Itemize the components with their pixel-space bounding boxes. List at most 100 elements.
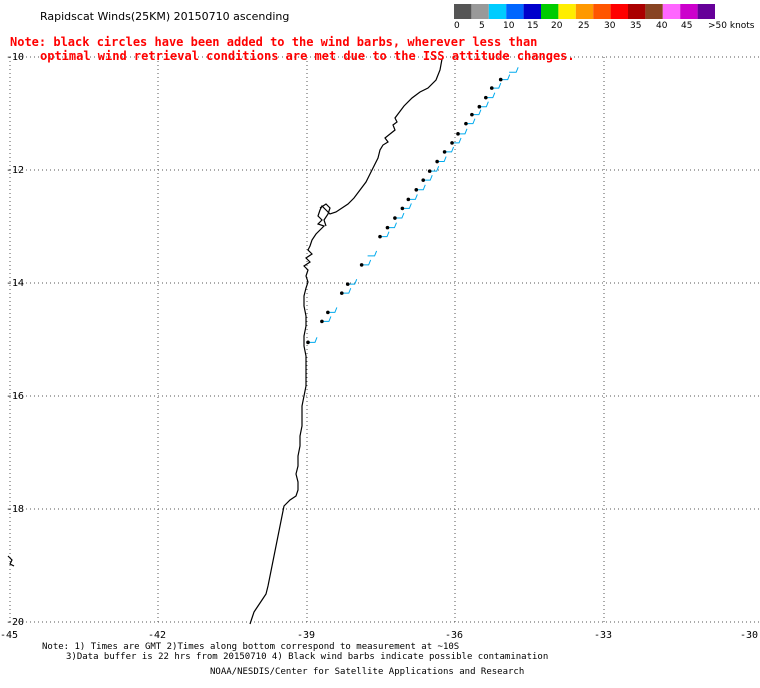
wind-barb (477, 101, 489, 109)
quality-flag-dot (378, 234, 382, 239)
lon-label-42: -42 (148, 630, 166, 641)
colorbar-swatch (697, 4, 715, 19)
lat-lon-grid (10, 56, 760, 622)
wind-barb (484, 92, 496, 100)
colorbar-swatch (593, 4, 611, 19)
coastline-inlet (319, 203, 331, 227)
wind-barb (345, 278, 358, 286)
colorbar-swatch (610, 4, 628, 19)
quality-flag-dot (421, 178, 426, 182)
wind-barb (367, 250, 378, 257)
colorbar-label: 25 (578, 21, 590, 31)
footer-note-2: 3)Data buffer is 22 hrs from 20150710 4)… (66, 652, 549, 662)
colorbar-swatch (645, 4, 663, 19)
wind-barb (378, 231, 390, 239)
colorbar-swatch (506, 4, 524, 19)
wind-barb (489, 82, 502, 90)
colorbar-label: 30 (604, 21, 616, 31)
quality-flag-dot (345, 282, 350, 286)
note-line-2: optimal wind retrieval conditions are me… (40, 49, 575, 63)
wind-barb (406, 194, 418, 202)
quality-flag-dot (498, 77, 503, 82)
colorbar-label: 20 (551, 21, 563, 31)
lon-label-39: -39 (297, 630, 315, 641)
wind-barb (385, 222, 397, 230)
quality-flag-dot (489, 86, 494, 90)
colorbar-label: 10 (503, 21, 515, 31)
note-line-1: Note: black circles have been added to t… (10, 35, 537, 49)
footer-credit: NOAA/NESDIS/Center for Satellite Applica… (210, 667, 525, 677)
quality-flag-dot (400, 206, 405, 211)
colorbar-label: 35 (630, 21, 642, 31)
quality-flag-dot (326, 310, 330, 315)
map-title: Rapidscat Winds(25KM) 20150710 ascending (40, 10, 290, 23)
wind-barb (442, 146, 455, 154)
colorbar-swatch (628, 4, 646, 19)
quality-flag-dot (339, 291, 344, 295)
wind-barb (393, 212, 405, 220)
colorbar-label: >50 knots (708, 21, 755, 31)
wind-barb (414, 184, 426, 192)
wind-speed-colorbar (454, 4, 715, 19)
quality-flag-dot (320, 319, 324, 324)
lat-label-12: -12 (6, 165, 24, 176)
colorbar-swatch (558, 4, 576, 19)
quality-flag-dot (427, 169, 432, 173)
quality-flag-dot (393, 216, 397, 220)
lon-label-36: -36 (445, 630, 463, 641)
quality-flag-dot (385, 225, 390, 230)
colorbar-swatch (541, 4, 559, 19)
coastline (249, 58, 443, 625)
wind-barb (306, 337, 318, 345)
quality-flag-dot (306, 340, 310, 345)
colorbar-swatch (662, 4, 681, 19)
colorbar-label: 40 (656, 21, 668, 31)
wind-barb (427, 165, 440, 173)
colorbar-label: 0 (454, 21, 460, 31)
wind-barb (498, 74, 511, 82)
quality-flag-dot (359, 263, 364, 267)
quality-flag-dot (484, 95, 488, 100)
wind-barb (470, 109, 482, 117)
wind-barb (320, 316, 332, 324)
quality-flag-dot (477, 104, 482, 109)
quality-flag-dot (414, 187, 419, 192)
colorbar-label: 15 (527, 21, 539, 31)
lon-label-45: -45 (0, 630, 18, 641)
quality-flag-dot (450, 141, 454, 145)
wind-barb (421, 174, 433, 182)
wind-barb (435, 156, 447, 164)
wind-barb (464, 118, 476, 126)
colorbar-swatch (523, 4, 541, 19)
wind-barb (359, 259, 372, 267)
quality-flag-dot (470, 112, 474, 117)
footer-note-1: Note: 1) Times are GMT 2)Times along bot… (42, 642, 460, 652)
colorbar-swatch (575, 4, 594, 19)
wind-barb (326, 307, 338, 315)
lat-label-16: -16 (6, 391, 24, 402)
colorbar-label: 5 (479, 21, 485, 31)
island-marker (7, 555, 15, 567)
quality-flag-dot (435, 159, 439, 164)
lon-label-33: -33 (594, 630, 612, 641)
colorbar-swatch (680, 4, 698, 19)
lat-label-20: -20 (6, 617, 24, 628)
wind-barb (339, 287, 352, 295)
lat-label-14: -14 (6, 278, 24, 289)
quality-flag-dot (442, 150, 447, 154)
lat-label-18: -18 (6, 504, 24, 515)
lon-label-30: -30 (740, 630, 758, 641)
wind-barbs (306, 67, 519, 345)
colorbar-swatch (488, 4, 507, 19)
colorbar-label: 45 (681, 21, 693, 31)
quality-flag-dot (456, 132, 460, 136)
quality-flag-dot (406, 197, 411, 202)
wind-barb (509, 67, 519, 73)
wind-barb (400, 203, 412, 211)
colorbar-swatch (454, 4, 472, 19)
colorbar-swatch (471, 4, 489, 19)
wind-barb (456, 128, 468, 136)
quality-flag-dot (464, 121, 468, 126)
wind-barb (450, 137, 462, 145)
